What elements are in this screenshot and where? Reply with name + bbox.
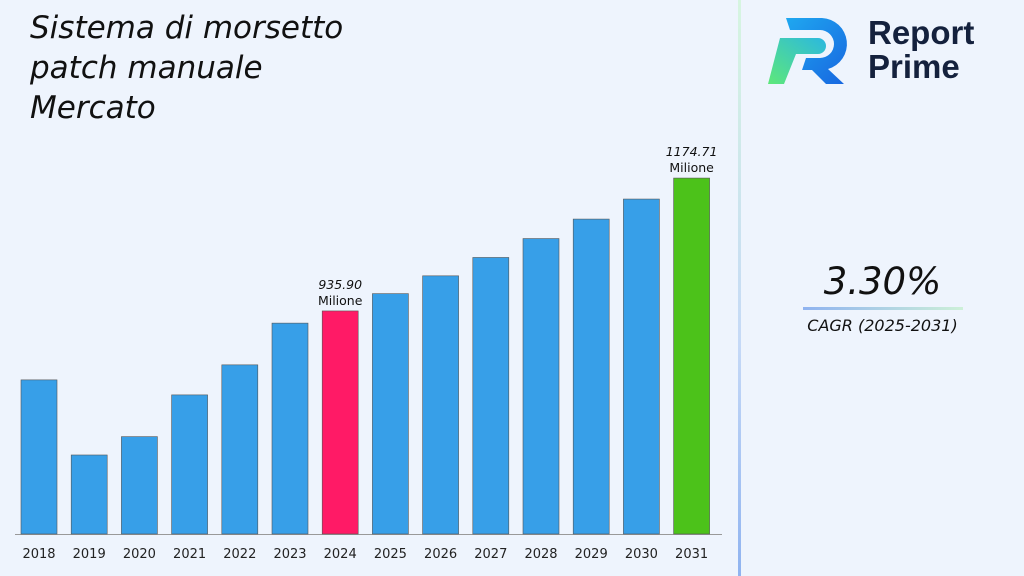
title-line-2: patch manuale xyxy=(30,50,263,86)
x-tick-label: 2019 xyxy=(73,547,106,562)
data-label-unit: Milione xyxy=(669,160,714,175)
bar-2023 xyxy=(271,322,309,535)
bar-2024 xyxy=(321,310,359,535)
data-label-unit: Milione xyxy=(318,293,363,308)
brand-name-line-2: Prime xyxy=(868,48,960,85)
x-tick-label: 2027 xyxy=(474,547,507,562)
cagr-underline xyxy=(803,307,963,310)
bar-2022 xyxy=(221,364,259,535)
x-tick-label: 2021 xyxy=(173,547,206,562)
bar-2020 xyxy=(121,436,158,535)
x-tick-label: 2023 xyxy=(273,547,306,562)
bar-2031 xyxy=(673,177,710,535)
data-label-value: 1174.71 xyxy=(666,144,718,159)
bar-2028 xyxy=(522,238,560,535)
bar-2019 xyxy=(70,454,108,535)
x-tick-label: 2026 xyxy=(424,547,457,562)
cagr-value: 3.30% xyxy=(823,260,942,303)
bar-chart: 2018 2019 2020 2021 2022 2023 2024935.90Milion… xyxy=(15,144,722,562)
x-tick-label: 2028 xyxy=(524,547,557,562)
x-tick-label: 2020 xyxy=(123,547,156,562)
cagr-label: CAGR (2025-2031) xyxy=(807,316,958,335)
chart-title: Sistema di morsetto patch manuale Mercat… xyxy=(30,8,430,128)
x-tick-label: 2022 xyxy=(223,547,256,562)
x-tick-label: 2030 xyxy=(625,547,658,562)
bar-2027 xyxy=(472,257,510,535)
bar-2025 xyxy=(372,293,409,535)
logo-mark-icon xyxy=(768,18,847,84)
title-line-1: Sistema di morsetto xyxy=(30,10,344,46)
bar-2021 xyxy=(171,394,208,535)
divider xyxy=(738,0,741,576)
bar-2026 xyxy=(422,275,459,535)
bar-2030 xyxy=(623,198,660,535)
x-tick-label: 2025 xyxy=(374,547,407,562)
title-line-3: Mercato xyxy=(30,90,156,126)
brand-name-line-1: Report xyxy=(868,14,975,51)
x-tick-label: 2031 xyxy=(675,547,708,562)
bar-2018 xyxy=(20,379,58,535)
x-tick-label: 2018 xyxy=(22,547,55,562)
x-tick-label: 2024 xyxy=(324,547,357,562)
bar-2029 xyxy=(572,218,610,535)
x-tick-label: 2029 xyxy=(575,547,608,562)
report-prime-logo: Report Prime xyxy=(766,14,974,86)
data-label-value: 935.90 xyxy=(318,277,362,292)
